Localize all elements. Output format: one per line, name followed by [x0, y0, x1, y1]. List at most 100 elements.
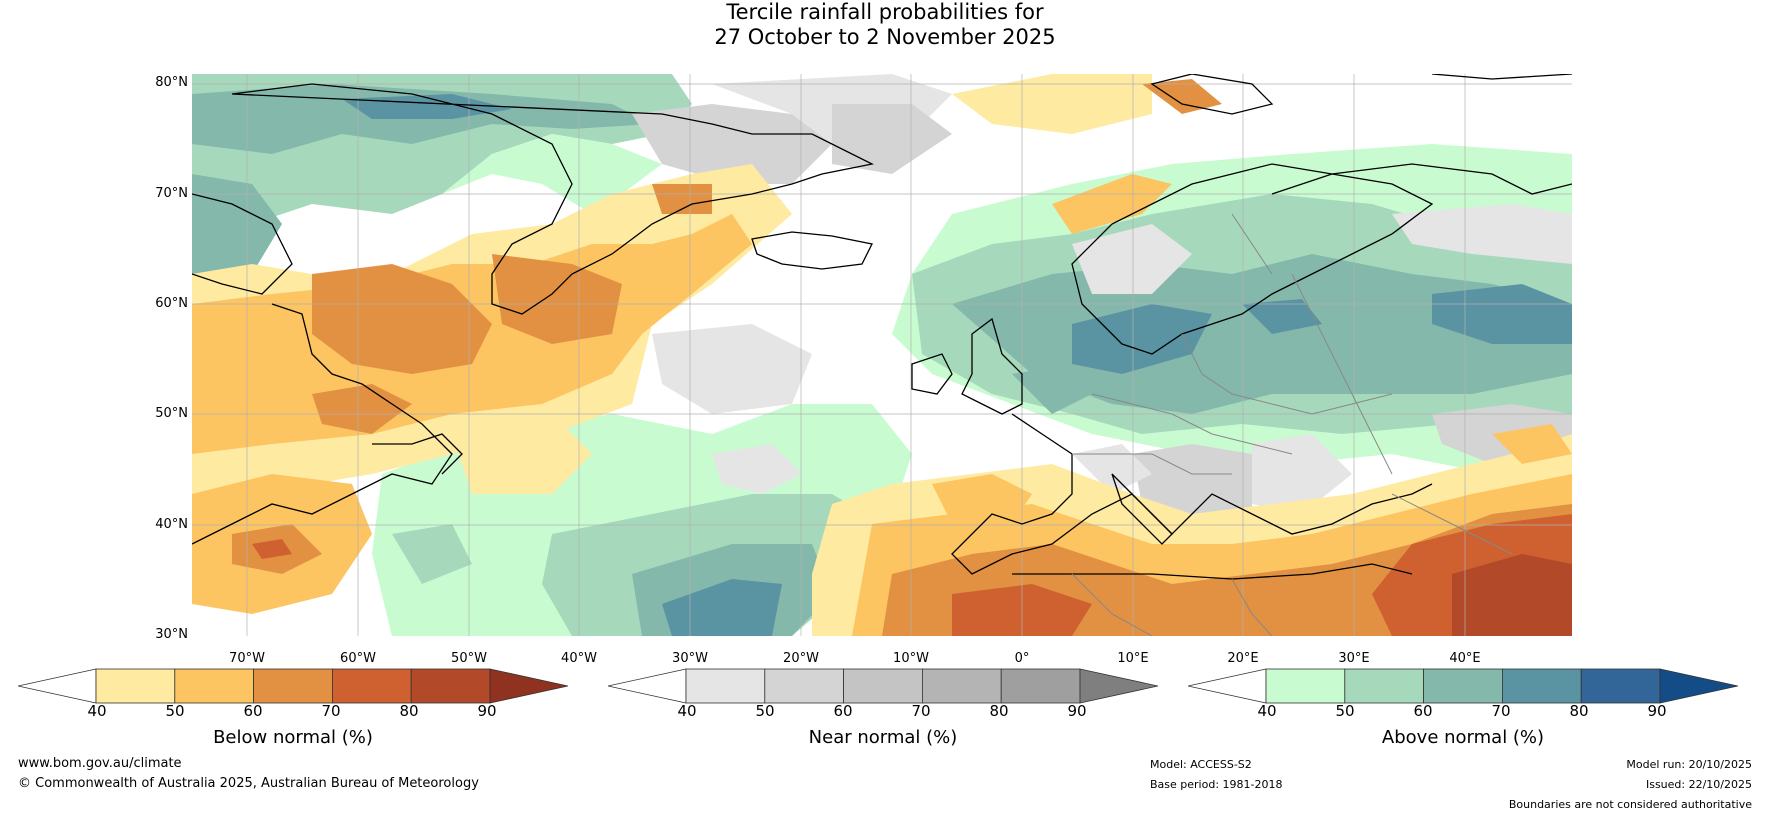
- below-region-newfoundland: [312, 384, 412, 434]
- near-tick-90: 90: [1067, 702, 1087, 720]
- near-tick-40: 40: [677, 702, 697, 720]
- near-colorbar-high-extend: [1079, 668, 1158, 704]
- lat-label-60n: 60°N: [155, 296, 188, 311]
- lon-label-30w: 30°W: [672, 651, 708, 666]
- above-colorbar-swatch: [1580, 668, 1661, 704]
- below-colorbar-swatch: [410, 668, 491, 704]
- near-tick-80: 80: [989, 702, 1009, 720]
- above-tick-90: 90: [1647, 702, 1667, 720]
- near-colorbar-swatch: [843, 668, 923, 704]
- near-region-north-atlantic: [632, 104, 832, 184]
- lon-label-40w: 40°W: [561, 651, 597, 666]
- below-tick-60: 60: [243, 702, 263, 720]
- near-region-france: [1072, 444, 1152, 494]
- above-colorbar-swatch: [1501, 668, 1582, 704]
- near-colorbar-swatch: [1000, 668, 1081, 704]
- above-region-canary: [392, 524, 472, 584]
- near-colorbar-low-extend: [608, 668, 687, 704]
- footer-issued: Issued: 22/10/2025: [1645, 778, 1752, 791]
- below-tick-80: 80: [399, 702, 419, 720]
- above-region-atlantic-south-max: [662, 579, 782, 636]
- near-tick-70: 70: [911, 702, 931, 720]
- below-region-norway-coast: [1052, 174, 1172, 234]
- above-tick-70: 70: [1491, 702, 1511, 720]
- lat-label-50n: 50°N: [155, 406, 188, 421]
- above-tick-50: 50: [1335, 702, 1355, 720]
- footer-model: Model: ACCESS-S2: [1150, 758, 1252, 771]
- below-region-mid-atlantic-light: [452, 414, 592, 494]
- above-region-baffin: [192, 174, 282, 294]
- above-region-russia-max: [1432, 284, 1572, 344]
- below-region-labrador-sea: [492, 254, 622, 344]
- graticule: [192, 74, 1572, 636]
- above-colorbar-swatch: [1265, 668, 1346, 704]
- near-region-scandinavia: [1072, 224, 1192, 294]
- below-tick-90: 90: [477, 702, 497, 720]
- near-region-atlantic-scattered: [712, 444, 802, 494]
- above-region-finland-max: [1242, 299, 1322, 334]
- near-region-svalbard: [832, 104, 952, 174]
- lon-label-70w: 70°W: [229, 651, 265, 666]
- title-line-1: Tercile rainfall probabilities for: [726, 0, 1044, 24]
- above-region-baltic-max: [1072, 304, 1212, 374]
- below-normal-title: Below normal (%): [213, 727, 373, 748]
- near-region-russia-north: [1392, 204, 1572, 264]
- below-region-north-sea-yellow: [952, 74, 1152, 134]
- footer-base-period: Base period: 1981-2018: [1150, 778, 1283, 791]
- near-region-mid-atlantic: [652, 324, 812, 414]
- above-colorbar-high-extend: [1659, 668, 1738, 704]
- lon-label-30e: 30°E: [1338, 651, 1370, 666]
- map-title: Tercile rainfall probabilities for 27 Oc…: [0, 0, 1770, 50]
- near-colorbar-swatch: [685, 668, 766, 704]
- above-colorbar-swatch: [1423, 668, 1503, 704]
- lon-label-20w: 20°W: [783, 651, 819, 666]
- below-colorbar-swatch: [174, 668, 255, 704]
- lon-label-40e: 40°E: [1449, 651, 1481, 666]
- rainfall-probability-map: [191, 73, 1573, 637]
- below-region-iceland-strait: [652, 184, 712, 214]
- above-normal-colorbar: [1188, 668, 1738, 704]
- lat-label-40n: 40°N: [155, 517, 188, 532]
- above-region-arctic-west-max: [342, 94, 512, 119]
- near-normal-title: Near normal (%): [808, 727, 958, 748]
- footer-disclaimer: Boundaries are not considered authoritat…: [1508, 798, 1752, 811]
- title-line-2: 27 October to 2 November 2025: [714, 25, 1056, 49]
- below-region-caucasus: [1492, 424, 1572, 464]
- below-tick-50: 50: [165, 702, 185, 720]
- above-colorbar-swatch: [1344, 668, 1425, 704]
- below-tick-70: 70: [321, 702, 341, 720]
- lon-label-10w: 10°W: [893, 651, 929, 666]
- below-region-west-atlantic-max: [252, 539, 292, 559]
- lon-label-20e: 20°E: [1227, 651, 1259, 666]
- near-tick-50: 50: [755, 702, 775, 720]
- above-region-bay-of-biscay: [1012, 364, 1092, 414]
- below-region-labrador-core: [312, 264, 492, 374]
- near-tick-60: 60: [833, 702, 853, 720]
- lon-label-60w: 60°W: [340, 651, 376, 666]
- above-tick-40: 40: [1257, 702, 1277, 720]
- lat-label-30n: 30°N: [155, 627, 188, 642]
- lon-label-10e: 10°E: [1117, 651, 1149, 666]
- near-colorbar-swatch: [921, 668, 1002, 704]
- lat-label-80n: 80°N: [155, 75, 188, 90]
- above-tick-60: 60: [1413, 702, 1433, 720]
- below-colorbar-swatch: [95, 668, 176, 704]
- above-colorbar-low-extend: [1188, 668, 1267, 704]
- near-region-balkans-light: [1252, 434, 1352, 514]
- below-colorbar-swatch: [253, 668, 333, 704]
- below-colorbar-high-extend: [489, 668, 568, 704]
- near-normal-colorbar: [608, 668, 1158, 704]
- footer-copyright: © Commonwealth of Australia 2025, Austra…: [18, 776, 479, 791]
- below-colorbar-swatch: [331, 668, 412, 704]
- footer-model-run: Model run: 20/10/2025: [1626, 758, 1752, 771]
- below-normal-colorbar: [18, 668, 568, 704]
- below-colorbar-low-extend: [18, 668, 97, 704]
- near-colorbar-swatch: [764, 668, 845, 704]
- lon-label-50w: 50°W: [451, 651, 487, 666]
- above-normal-title: Above normal (%): [1381, 727, 1545, 748]
- country-borders: [1071, 213, 1513, 637]
- above-tick-80: 80: [1569, 702, 1589, 720]
- below-region-middle-east-max: [1452, 554, 1572, 636]
- lon-label-0: 0°: [1014, 651, 1030, 666]
- below-region-iberia: [932, 474, 1032, 524]
